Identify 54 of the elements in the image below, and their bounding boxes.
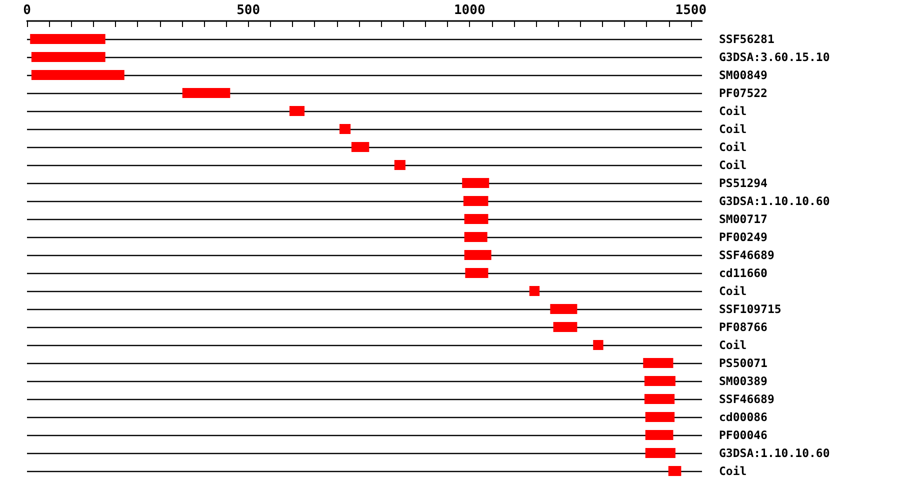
bar [351, 142, 370, 152]
y-tick-label: Coil [719, 122, 747, 136]
y-tick-label: SM00717 [719, 212, 768, 226]
y-tick-label: G3DSA:1.10.10.60 [719, 446, 830, 460]
bar [30, 34, 106, 44]
bar [644, 376, 676, 386]
bar [668, 466, 682, 476]
bar [645, 430, 674, 440]
y-tick-label: SSF46689 [719, 392, 774, 406]
bar [550, 304, 578, 314]
y-tick-label: PF00046 [719, 428, 768, 442]
y-tick-label: G3DSA:1.10.10.60 [719, 194, 830, 208]
bar [463, 196, 488, 206]
bar [462, 178, 490, 188]
y-tick-label: PS51294 [719, 176, 768, 190]
bar [31, 70, 124, 80]
y-tick-label: SM00389 [719, 374, 768, 388]
x-tick-label: 1500 [675, 3, 707, 18]
bar [464, 250, 492, 260]
bar [289, 106, 305, 116]
y-tick-label: cd11660 [719, 266, 768, 280]
bar [644, 394, 675, 404]
bar [553, 322, 578, 332]
bar [593, 340, 604, 350]
x-tick-label: 1000 [454, 3, 486, 18]
y-tick-label: Coil [719, 140, 747, 154]
bar [645, 448, 676, 458]
y-tick-label: G3DSA:3.60.15.10 [719, 50, 830, 64]
y-tick-label: PF08766 [719, 320, 768, 334]
bar [645, 412, 675, 422]
y-tick-label: cd00086 [719, 410, 768, 424]
y-tick-label: Coil [719, 158, 747, 172]
y-tick-label: PS50071 [719, 356, 768, 370]
y-tick-label: Coil [719, 338, 747, 352]
y-tick-label: SM00849 [719, 68, 768, 82]
y-tick-label: Coil [719, 464, 747, 478]
y-tick-label: Coil [719, 284, 747, 298]
bar [465, 268, 488, 278]
bar [643, 358, 674, 368]
y-tick-label: PF07522 [719, 86, 768, 100]
y-tick-label: PF00249 [719, 230, 768, 244]
y-tick-label: Coil [719, 104, 747, 118]
bar [31, 52, 106, 62]
bar [182, 88, 230, 98]
bar [529, 286, 540, 296]
bar [394, 160, 406, 170]
y-tick-label: SSF109715 [719, 302, 782, 316]
bar [464, 214, 488, 224]
y-tick-label: SSF46689 [719, 248, 774, 262]
bar [339, 124, 351, 134]
x-tick-label: 500 [236, 3, 260, 18]
y-tick-label: SSF56281 [719, 32, 774, 46]
bar [464, 232, 488, 242]
x-tick-label: 0 [23, 3, 32, 18]
